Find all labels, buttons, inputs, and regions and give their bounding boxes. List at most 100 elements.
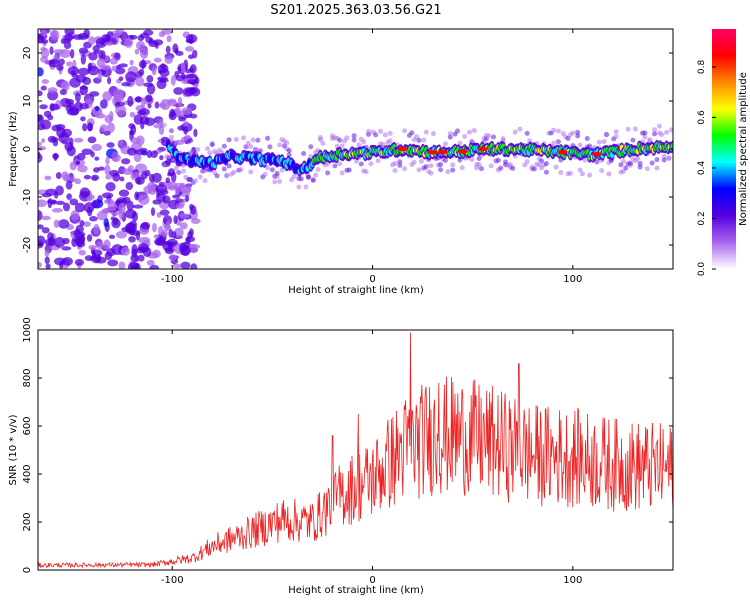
noise-cell	[174, 70, 180, 78]
halo-cell	[594, 159, 600, 165]
halo-cell	[647, 137, 653, 143]
halo-cell	[351, 137, 357, 143]
halo-cell	[551, 127, 557, 133]
halo-cell	[558, 170, 564, 176]
noise-cell	[65, 180, 73, 190]
noise-cell	[55, 171, 62, 180]
noise-cell	[105, 156, 110, 166]
noise-cell	[40, 119, 52, 130]
noise-cell	[107, 76, 112, 85]
noise-cell	[78, 47, 89, 54]
noise-cell	[87, 62, 93, 72]
noise-cell	[185, 68, 192, 74]
halo-cell	[409, 130, 415, 136]
noise-cell	[96, 210, 108, 221]
noise-cell	[96, 241, 104, 250]
halo-cell	[265, 165, 271, 171]
halo-cell	[171, 157, 177, 163]
noise-cell	[132, 204, 144, 209]
snr-y-ticks: 0 200 400 600 800 1000	[22, 317, 673, 573]
halo-cell	[373, 132, 379, 138]
halo-cell	[207, 150, 213, 156]
noise-cell	[143, 82, 154, 87]
noise-cell	[83, 202, 95, 213]
halo-cell	[166, 155, 172, 161]
noise-cell	[111, 244, 124, 255]
y-tick-label: 0	[22, 146, 33, 152]
halo-cell	[423, 129, 429, 135]
noise-cell	[165, 220, 171, 230]
signal-hotspot	[397, 146, 408, 152]
noise-cell	[76, 240, 86, 248]
noise-cell	[83, 29, 90, 39]
halo-cell	[233, 136, 239, 142]
halo-cell	[570, 130, 576, 136]
y-tick-label: 200	[22, 512, 33, 531]
y-tick-label: 400	[22, 464, 33, 483]
halo-cell	[192, 178, 198, 184]
halo-cell	[332, 163, 338, 169]
noise-cell	[48, 59, 60, 68]
noise-cell	[158, 31, 166, 38]
halo-cell	[623, 165, 629, 171]
noise-cell	[59, 88, 67, 96]
halo-cell	[450, 162, 456, 168]
halo-cell	[565, 135, 571, 141]
noise-cell	[102, 91, 113, 102]
halo-cell	[250, 137, 256, 143]
noise-cell	[129, 111, 136, 118]
halo-cell	[358, 161, 364, 167]
halo-cell	[551, 140, 557, 146]
colorbar-tick-label: 0.2	[697, 211, 707, 225]
halo-cell	[382, 132, 388, 138]
noise-cell	[93, 223, 100, 235]
halo-cell	[543, 169, 549, 175]
noise-cell	[55, 200, 66, 206]
halo-cell	[197, 174, 203, 180]
noise-cell	[173, 87, 184, 95]
halo-cell	[666, 155, 672, 161]
noise-cell	[149, 264, 160, 269]
halo-cell	[488, 163, 494, 169]
spectrogram-y-ticks: -20 -10 0 10 20	[22, 47, 673, 253]
halo-cell	[168, 128, 174, 134]
noise-cell	[159, 78, 169, 83]
noise-cell	[183, 126, 189, 135]
y-tick-label: 0	[22, 567, 33, 573]
noise-cell	[79, 187, 91, 198]
noise-cell	[59, 97, 72, 108]
x-tick-label: 100	[563, 575, 582, 586]
noise-cell	[155, 184, 168, 194]
noise-cell	[168, 254, 177, 261]
noise-cell	[111, 65, 117, 72]
halo-cell	[361, 139, 367, 145]
y-tick-label: -10	[22, 189, 33, 205]
noise-cell	[99, 99, 108, 109]
noise-cell	[82, 123, 88, 132]
halo-cell	[652, 131, 658, 137]
noise-cell	[131, 265, 138, 269]
noise-cell	[172, 263, 182, 269]
noise-cell	[161, 229, 168, 238]
noise-cell	[103, 217, 109, 228]
colorbar-label: Normalized spectral amplitude	[738, 72, 749, 226]
noise-cell	[86, 122, 94, 132]
noise-cell	[188, 228, 194, 237]
halo-cell	[649, 160, 655, 166]
halo-cell	[173, 140, 179, 146]
halo-cell	[457, 157, 463, 163]
noise-cell	[46, 199, 57, 204]
noise-cell	[99, 124, 108, 133]
noise-cell	[159, 209, 170, 216]
halo-cell	[517, 126, 523, 132]
noise-cell	[38, 199, 48, 208]
noise-cell	[193, 83, 199, 89]
halo-cell	[416, 167, 422, 173]
noise-cell	[93, 167, 100, 173]
noise-cell	[75, 92, 81, 103]
noise-cell	[75, 74, 87, 83]
noise-cell	[38, 261, 42, 268]
noise-cell	[94, 256, 107, 264]
halo-cell	[337, 137, 343, 143]
halo-cell	[654, 157, 660, 163]
